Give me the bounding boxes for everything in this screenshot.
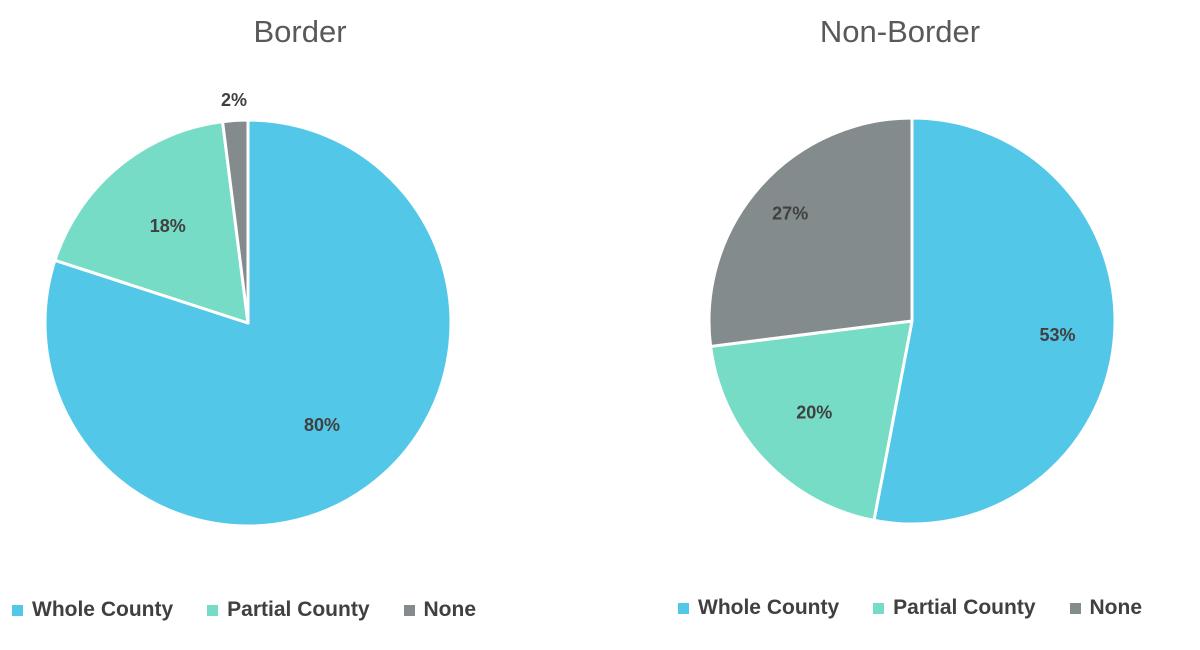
legend-label: Whole County	[32, 598, 174, 621]
legend-label: None	[1089, 596, 1143, 619]
legend-item-partial-county: Partial County	[207, 598, 370, 622]
pie-chart-non-border: Non-Border 53% 20% 27% Whole County Partia…	[600, 0, 1200, 650]
legend-swatch-whole-county	[678, 602, 689, 614]
data-label: 2%	[221, 90, 247, 110]
legend-item-whole-county: Whole County	[678, 596, 839, 620]
legend-label: Partial County	[227, 598, 370, 621]
legend-swatch-none	[403, 604, 415, 616]
legend-swatch-whole-county	[12, 604, 23, 616]
legend-label: None	[423, 598, 477, 621]
data-label: 27%	[772, 204, 808, 224]
data-label: 80%	[304, 415, 340, 435]
legend-item-none: None	[1069, 596, 1143, 620]
legend-swatch-partial-county	[873, 602, 885, 614]
data-label: 53%	[1039, 325, 1075, 345]
pie-chart-border: Border 80% 18% 2% Whole County Partial Cou…	[12, 14, 476, 622]
legend-label: Partial County	[893, 596, 1036, 619]
pie-slice-partial-county	[709, 319, 914, 522]
data-label: 18%	[150, 216, 186, 236]
chart-title: Border	[253, 14, 347, 49]
pie-slice-none	[707, 116, 914, 348]
chart-title: Non-Border	[819, 14, 981, 49]
chart-legend: Whole County Partial County None	[678, 596, 1142, 620]
legend-swatch-none	[1069, 602, 1081, 614]
chart-legend: Whole County Partial County None	[12, 598, 476, 622]
pie-plot-area: 53% 20% 27%	[707, 116, 1117, 526]
legend-item-partial-county: Partial County	[873, 596, 1036, 620]
pie-plot-area: 80% 18% 2%	[43, 90, 453, 528]
legend-label: Whole County	[698, 596, 840, 619]
legend-item-none: None	[403, 598, 477, 622]
legend-item-whole-county: Whole County	[12, 598, 173, 622]
data-label: 20%	[796, 403, 832, 423]
legend-swatch-partial-county	[207, 604, 219, 616]
pie-slice-none	[221, 118, 250, 325]
pie-slice-whole-county	[872, 116, 1117, 526]
pie-slice-partial-county	[53, 120, 250, 325]
